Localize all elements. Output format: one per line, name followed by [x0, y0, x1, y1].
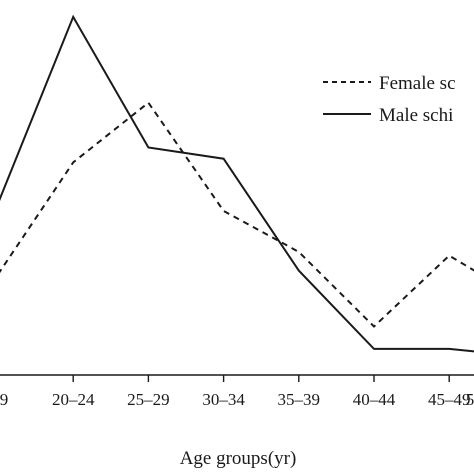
x-tick-label: 45–49 [428, 390, 471, 409]
x-tick-label: 35–39 [278, 390, 321, 409]
x-axis-title: Age groups(yr) [180, 448, 297, 469]
legend-label-male: Male schi [379, 105, 453, 126]
x-tick-label: 5 [466, 390, 474, 409]
series-lines [0, 14, 474, 353]
x-axis-ticks [72, 375, 450, 382]
x-tick-label: 9 [0, 390, 8, 409]
series-line-male [0, 14, 474, 353]
legend-label-female: Female sc [379, 73, 456, 94]
x-axis-tick-labels: 9 20–24 25–29 30–34 35–39 40–44 45–495 [0, 390, 474, 409]
legend: Female sc Male schi [323, 73, 456, 126]
x-tick-label: 25–29 [127, 390, 170, 409]
x-tick-label: 30–34 [202, 390, 245, 409]
series-line-female [0, 101, 474, 328]
x-tick-label: 40–44 [353, 390, 396, 409]
x-tick-label: 20–24 [52, 390, 95, 409]
